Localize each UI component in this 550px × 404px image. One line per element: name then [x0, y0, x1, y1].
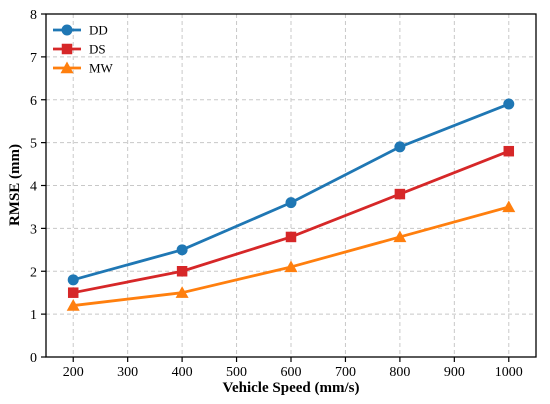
data-point-dd — [176, 244, 188, 256]
x-tick-label: 700 — [335, 365, 356, 380]
x-axis-title: Vehicle Speed (mm/s) — [223, 380, 360, 396]
data-point-mw — [66, 299, 80, 311]
y-tick-label: 7 — [30, 51, 37, 66]
data-point-ds — [67, 287, 79, 298]
x-tick-label: 300 — [117, 365, 138, 380]
x-tick-label: 800 — [389, 365, 410, 380]
data-point-dd — [394, 141, 406, 153]
data-point-ds — [176, 266, 188, 277]
legend-item-mw: MW — [53, 61, 114, 76]
legend-label: DS — [89, 42, 106, 57]
data-point-ds — [394, 188, 406, 200]
y-tick-label: 0 — [30, 351, 37, 366]
series-ds — [67, 145, 515, 298]
y-tick-label: 5 — [30, 137, 37, 152]
x-tick-label: 1000 — [495, 365, 523, 380]
y-tick-label: 6 — [30, 94, 37, 109]
x-tick-label: 600 — [281, 365, 302, 380]
data-point-mw — [393, 230, 407, 243]
y-tick-label: 2 — [30, 265, 37, 280]
axis-ticks: 200 300 400 500 600 700 800 900 1000 0 1 2 3 4 5 6 7 8 — [30, 8, 523, 380]
data-point-dd — [285, 197, 297, 209]
data-point-mw — [284, 260, 298, 273]
x-tick-label: 200 — [63, 365, 84, 380]
x-tick-label: 900 — [444, 365, 465, 380]
data-point-mw — [175, 286, 189, 298]
legend-label: DD — [89, 23, 108, 38]
legend-marker — [61, 24, 73, 36]
legend-label: MW — [89, 61, 114, 76]
data-point-dd — [503, 98, 515, 110]
legend-item-dd: DD — [53, 23, 108, 38]
y-axis-title: RMSE (mm) — [7, 144, 23, 226]
x-tick-label: 500 — [226, 365, 247, 380]
grid — [46, 13, 536, 358]
y-tick-label: 3 — [30, 222, 37, 237]
legend-marker — [61, 43, 73, 55]
legend-item-ds: DS — [53, 42, 106, 57]
data-point-ds — [285, 231, 297, 243]
series-dd — [67, 98, 515, 286]
y-tick-label: 8 — [30, 8, 37, 23]
data-point-ds — [503, 145, 515, 157]
legend-marker — [60, 61, 74, 74]
data-point-dd — [67, 274, 79, 286]
series-layer — [66, 98, 516, 311]
series-mw — [66, 200, 516, 311]
y-tick-label: 4 — [30, 180, 37, 195]
legend: DD DS MW — [53, 23, 114, 76]
data-point-mw — [502, 200, 516, 213]
y-tick-label: 1 — [30, 308, 37, 323]
x-tick-label: 400 — [172, 365, 193, 380]
